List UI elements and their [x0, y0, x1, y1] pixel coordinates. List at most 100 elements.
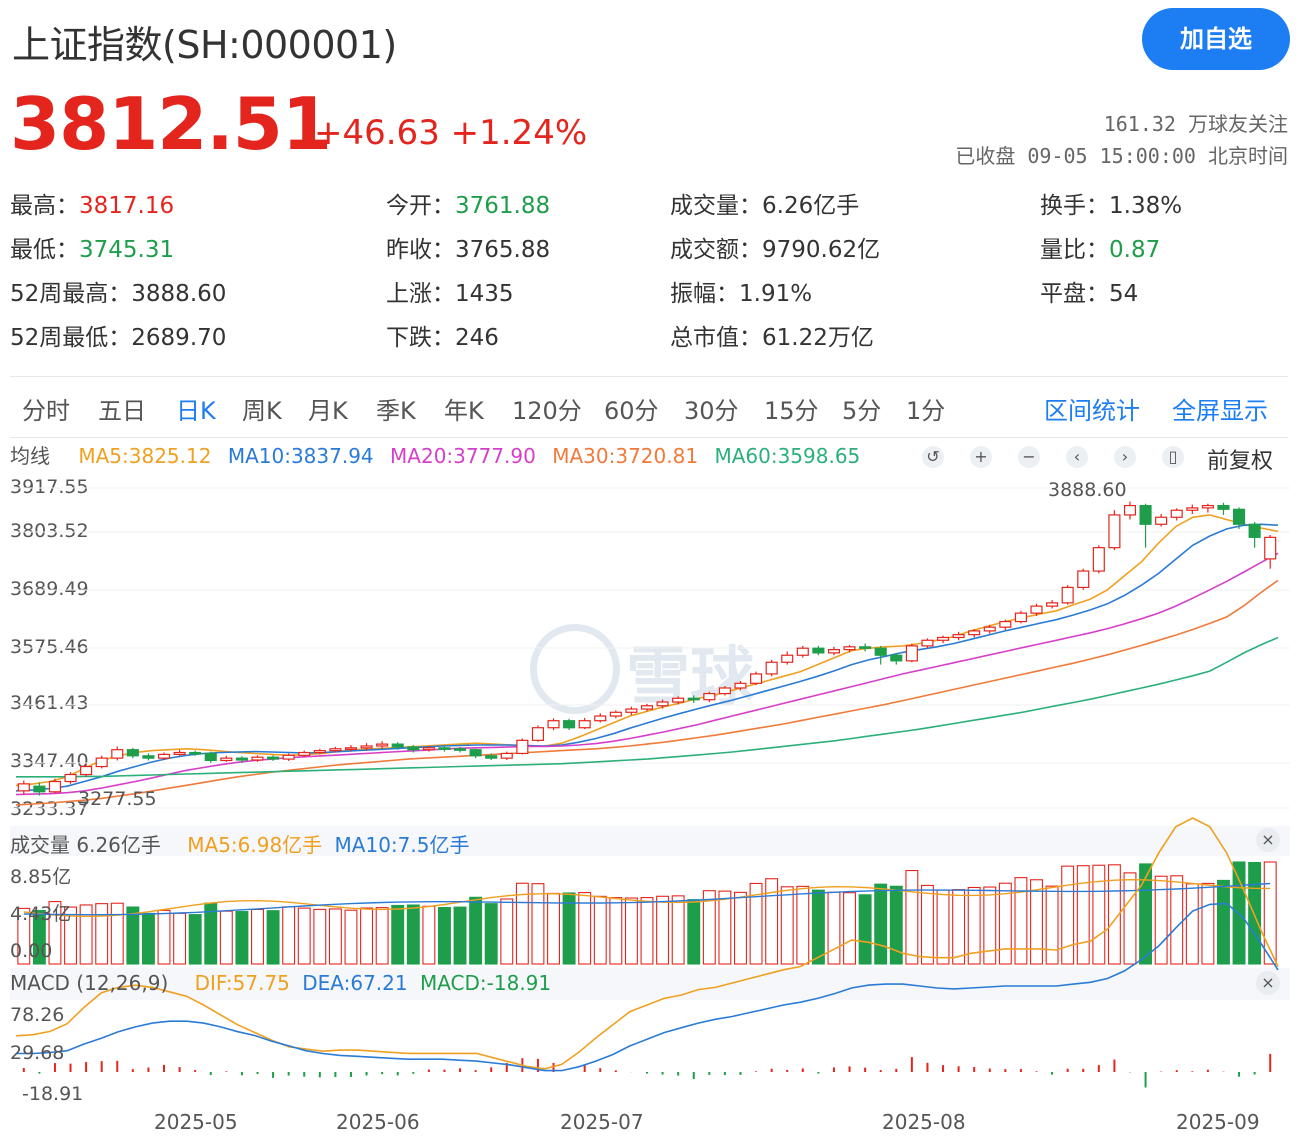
- stat-value: 54: [1109, 281, 1139, 307]
- candle-body: [750, 673, 763, 684]
- tab-period[interactable]: 30分: [684, 397, 739, 425]
- candle-body: [968, 630, 981, 636]
- volume-bar: [656, 895, 670, 965]
- tab-period[interactable]: 五日: [98, 397, 146, 425]
- volume-ma10: MA10:7.5亿手: [334, 833, 470, 857]
- stat-item: 上涨：1435: [386, 274, 514, 308]
- macd-dea: DEA:67.21: [302, 971, 408, 995]
- volume-bar: [640, 897, 654, 965]
- stat-item: 换手：1.38%: [1040, 186, 1182, 220]
- stat-value: 2689.70: [131, 325, 227, 351]
- stat-value: 1.38%: [1109, 193, 1183, 219]
- volume-axis-top: 8.85亿: [10, 866, 72, 888]
- volume-bar: [952, 889, 966, 965]
- tab-period[interactable]: 60分: [604, 397, 659, 425]
- ma-label: 均线: [10, 444, 50, 468]
- candle-body: [344, 747, 358, 750]
- volume-bar: [734, 891, 747, 965]
- volume-bar: [235, 911, 249, 965]
- ma5-value: MA5:3825.12: [78, 444, 212, 468]
- price-axis-label: 3689.49: [10, 578, 89, 600]
- tab-period[interactable]: 日K: [176, 397, 216, 425]
- price-change: +46.63 +1.24%: [314, 113, 588, 153]
- close-macd-icon[interactable]: ×: [1256, 971, 1280, 995]
- candle-body: [1248, 523, 1261, 538]
- price-axis-label: 3461.43: [10, 692, 89, 714]
- candle-body: [17, 783, 30, 792]
- ma10-value: MA10:3837.94: [227, 444, 374, 468]
- stat-value: 1.91%: [739, 281, 813, 307]
- volume-bar: [282, 906, 296, 965]
- tab-period[interactable]: 季K: [376, 397, 416, 425]
- stat-label: 量比：: [1040, 237, 1109, 263]
- low-annotation: 3277.55: [78, 788, 157, 810]
- candle-body: [936, 636, 950, 641]
- candle-body: [905, 645, 918, 662]
- volume-bar: [484, 903, 498, 965]
- volume-bar: [110, 902, 124, 965]
- candle-body: [547, 720, 560, 729]
- candle-body: [640, 705, 654, 710]
- zoom-in-icon[interactable]: +: [970, 446, 992, 468]
- tab-range-stats[interactable]: 区间统计: [1044, 397, 1140, 425]
- candle-body: [1092, 547, 1105, 572]
- macd-axis-mid: 29.68: [10, 1042, 65, 1064]
- tab-period[interactable]: 5分: [842, 397, 882, 425]
- candle-body: [781, 654, 794, 663]
- macd-header: MACD (12,26,9) DIF:57.75 DEA:67.21 MACD:…: [10, 971, 551, 995]
- date-label: 2025-08: [882, 1110, 966, 1134]
- volume-bar: [515, 882, 529, 965]
- scroll-right-icon[interactable]: ›: [1114, 446, 1136, 468]
- scroll-left-icon[interactable]: ‹: [1066, 446, 1088, 468]
- tab-period[interactable]: 周K: [242, 397, 282, 425]
- tab-period[interactable]: 分时: [22, 397, 70, 425]
- tab-fullscreen[interactable]: 全屏显示: [1172, 397, 1268, 425]
- tab-period[interactable]: 年K: [444, 397, 484, 425]
- candle-body: [407, 746, 420, 751]
- candle-body: [812, 647, 825, 654]
- candle-body: [1217, 504, 1230, 510]
- undo-icon[interactable]: ↺: [922, 446, 944, 468]
- market-status: 已收盘 09-05 15:00:00 北京时间: [955, 144, 1288, 168]
- candle-body: [796, 647, 809, 656]
- date-label: 2025-05: [154, 1110, 238, 1134]
- candle-body: [485, 755, 498, 759]
- candle-body: [843, 646, 856, 651]
- candle-body: [687, 697, 700, 701]
- stock-title: 上证指数(SH:000001): [12, 23, 397, 67]
- candle-body: [1046, 602, 1059, 607]
- tab-period[interactable]: 月K: [308, 397, 348, 425]
- tab-period[interactable]: 120分: [512, 397, 582, 425]
- volume-bar: [422, 905, 436, 965]
- candle-body: [874, 647, 887, 656]
- candle-type-icon[interactable]: ▯: [1162, 446, 1184, 468]
- tab-period[interactable]: 1分: [906, 397, 946, 425]
- adjust-mode[interactable]: 前复权: [1207, 449, 1274, 474]
- ma20-value: MA20:3777.90: [390, 444, 536, 468]
- candle-body: [1155, 516, 1168, 525]
- volume-bar: [983, 886, 997, 965]
- candle-body: [999, 620, 1012, 628]
- volume-bar: [391, 904, 405, 965]
- ma-legend: 均线 MA5:3825.12 MA10:3837.94 MA20:3777.90…: [10, 440, 870, 469]
- candle-body: [594, 715, 607, 722]
- add-to-watchlist-button[interactable]: 加自选: [1142, 8, 1290, 70]
- candle-body: [1014, 612, 1027, 623]
- price-axis-label: 3803.52: [10, 520, 89, 542]
- stat-item: 52周最高：3888.60: [10, 274, 226, 308]
- volume-label: 成交量 6.26亿手: [10, 833, 161, 857]
- volume-bar: [531, 883, 545, 965]
- candle-body: [827, 649, 841, 654]
- stat-item: 量比：0.87: [1040, 230, 1160, 264]
- volume-bar: [95, 903, 109, 965]
- volume-bar: [687, 899, 701, 965]
- stat-value: 9790.62亿: [762, 237, 881, 263]
- zoom-out-icon[interactable]: −: [1018, 446, 1040, 468]
- close-volume-icon[interactable]: ×: [1256, 828, 1280, 852]
- macd-label: MACD (12,26,9): [10, 971, 169, 995]
- volume-bar: [173, 912, 187, 965]
- volume-bar: [313, 908, 327, 965]
- volume-bar: [1201, 882, 1215, 965]
- tab-period[interactable]: 15分: [764, 397, 819, 425]
